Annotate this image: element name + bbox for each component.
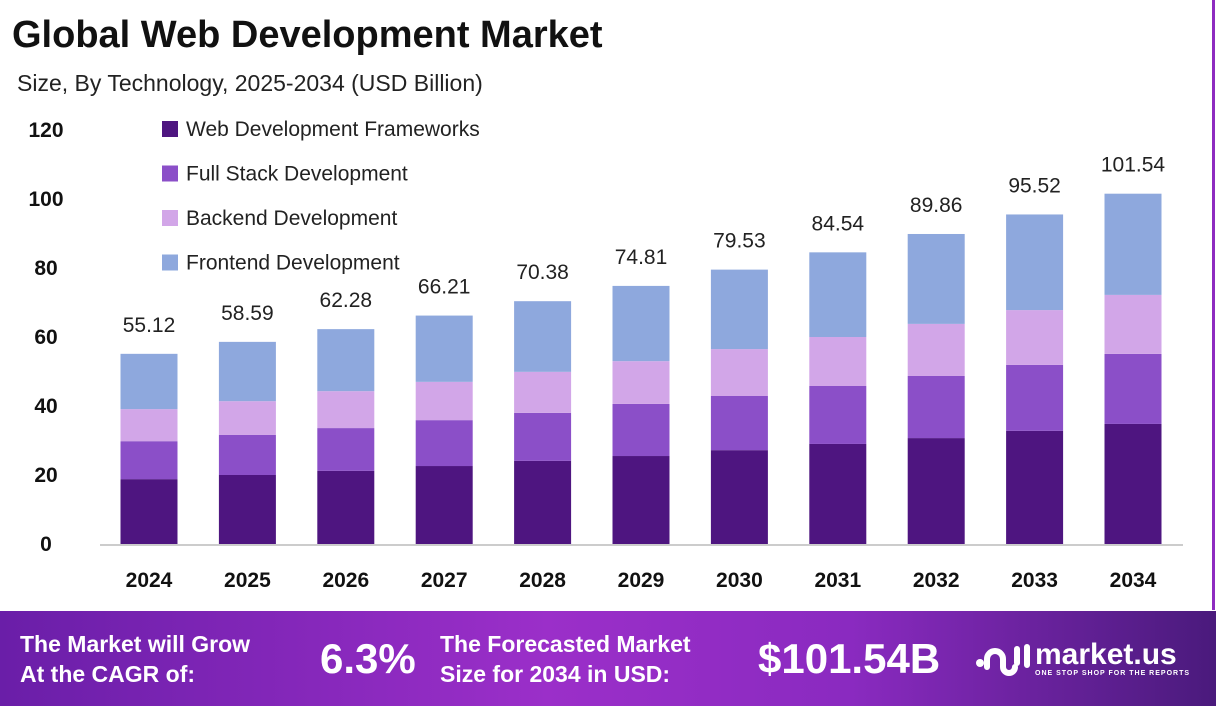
bar-segment-full-stack-development [317,428,375,471]
bar-segment-backend-development [317,391,375,429]
y-tick-label: 100 [28,188,63,211]
x-tick-label: 2024 [126,569,173,592]
bar-segment-backend-development [809,337,867,386]
market-us-logo: market.us ONE STOP SHOP FOR THE REPORTS [973,637,1190,681]
bar-segment-frontend-development [317,329,375,392]
logo-icon [976,643,1030,676]
bar-segment-web-development-frameworks [1006,430,1064,544]
bar-total-label: 55.12 [123,314,176,337]
bar-segment-backend-development [710,349,768,396]
bar-total-label: 95.52 [1008,174,1061,197]
bar-total-label: 62.28 [320,289,373,312]
size-label-line1: The Forecasted Market [440,630,691,657]
bar-total-label: 79.53 [713,230,766,253]
legend-label: Full Stack Development [186,163,408,186]
bar-segment-web-development-frameworks [907,438,965,544]
y-tick-label: 20 [34,464,57,487]
logo-text: market.us [1035,638,1177,671]
x-tick-label: 2032 [913,569,960,592]
x-tick-label: 2031 [814,569,861,592]
bar-total-label: 84.54 [812,212,865,235]
bar-segment-backend-development [514,371,572,413]
bar-segment-full-stack-development [1104,353,1162,424]
bar-segment-full-stack-development [612,403,670,457]
bar-segment-backend-development [1104,294,1162,354]
chart-title: Global Web Development Market [12,14,603,56]
cagr-label-line1: The Market will Grow [20,630,251,657]
bar-segment-web-development-frameworks [218,475,276,544]
size-label: The Forecasted Market Size for 2034 in US… [440,629,758,689]
bar-segment-frontend-development [218,341,276,402]
size-label-line2: Size for 2034 in USD: [440,660,671,687]
x-tick-label: 2033 [1011,569,1058,592]
bar-segment-web-development-frameworks [514,460,572,544]
bar-total-label: 58.59 [221,302,274,325]
cagr-label-line2: At the CAGR of: [20,660,196,687]
y-tick-label: 120 [28,119,63,142]
bar-segment-frontend-development [120,353,178,410]
bar-segment-frontend-development [1104,193,1162,295]
bar-total-label: 66.21 [418,276,471,299]
bar-segment-web-development-frameworks [120,479,178,544]
x-tick-label: 2029 [618,569,665,592]
bar-segment-full-stack-development [120,441,178,480]
bar-segment-web-development-frameworks [612,456,670,544]
legend-swatch [162,210,178,226]
y-tick-label: 40 [34,395,57,418]
footer-banner: The Market will Grow At the CAGR of: 6.3%… [0,611,1216,706]
bar-total-label: 89.86 [910,194,963,217]
legend-label: Web Development Frameworks [186,118,480,141]
bar-segment-full-stack-development [514,412,572,461]
bar-segment-web-development-frameworks [809,443,867,544]
bar-segment-full-stack-development [1006,364,1064,431]
logo-tagline: ONE STOP SHOP FOR THE REPORTS [1035,670,1191,677]
chart-frame [1212,0,1215,610]
bar-total-label: 101.54 [1101,154,1166,177]
cagr-value: 6.3% [320,634,416,682]
x-tick-label: 2025 [224,569,271,592]
y-tick-label: 80 [34,257,57,280]
x-tick-label: 2026 [322,569,369,592]
stacked-bar-chart: 0 20 40 60 80 100 120 55.12 2024 58.59 2025 62.28 20… [28,118,1183,592]
bar-segment-web-development-frameworks [415,466,473,544]
bar-segment-web-development-frameworks [710,450,768,544]
bar-segment-full-stack-development [907,375,965,439]
chart-subtitle: Size, By Technology, 2025-2034 (USD Bill… [17,70,483,96]
bar-segment-frontend-development [907,233,965,324]
bar-segment-full-stack-development [218,434,276,475]
x-tick-label: 2034 [1110,569,1157,592]
bar-segment-backend-development [907,323,965,376]
x-tick-label: 2027 [421,569,468,592]
bar-segment-frontend-development [612,285,670,362]
legend-swatch [162,165,178,182]
bar-segment-frontend-development [1006,214,1064,311]
bar-segment-full-stack-development [809,385,867,444]
bar-segment-web-development-frameworks [1104,423,1162,544]
bar-segment-frontend-development [514,301,572,372]
legend-swatch [162,254,178,271]
legend-label: Frontend Development [186,252,400,275]
bar-segment-backend-development [612,361,670,404]
bar-segment-web-development-frameworks [317,470,375,544]
bar-segment-backend-development [1006,310,1064,365]
legend-label: Backend Development [186,207,397,230]
bar-segment-frontend-development [710,269,768,350]
bar-segment-full-stack-development [415,420,473,467]
cagr-label: The Market will Grow At the CAGR of: [20,629,320,689]
bar-segment-backend-development [415,381,473,421]
bar-total-label: 74.81 [615,246,668,269]
legend-swatch [162,121,178,137]
bar-segment-frontend-development [415,315,473,382]
bar-segment-full-stack-development [710,395,768,451]
bar-segment-backend-development [120,409,178,442]
y-tick-label: 60 [34,326,57,349]
x-tick-label: 2028 [519,569,566,592]
x-tick-label: 2030 [716,569,763,592]
bar-total-label: 70.38 [516,261,569,284]
bar-segment-backend-development [218,401,276,435]
bar-segment-frontend-development [809,252,867,337]
size-value: $101.54B [758,634,941,682]
y-tick-label: 0 [40,533,52,556]
